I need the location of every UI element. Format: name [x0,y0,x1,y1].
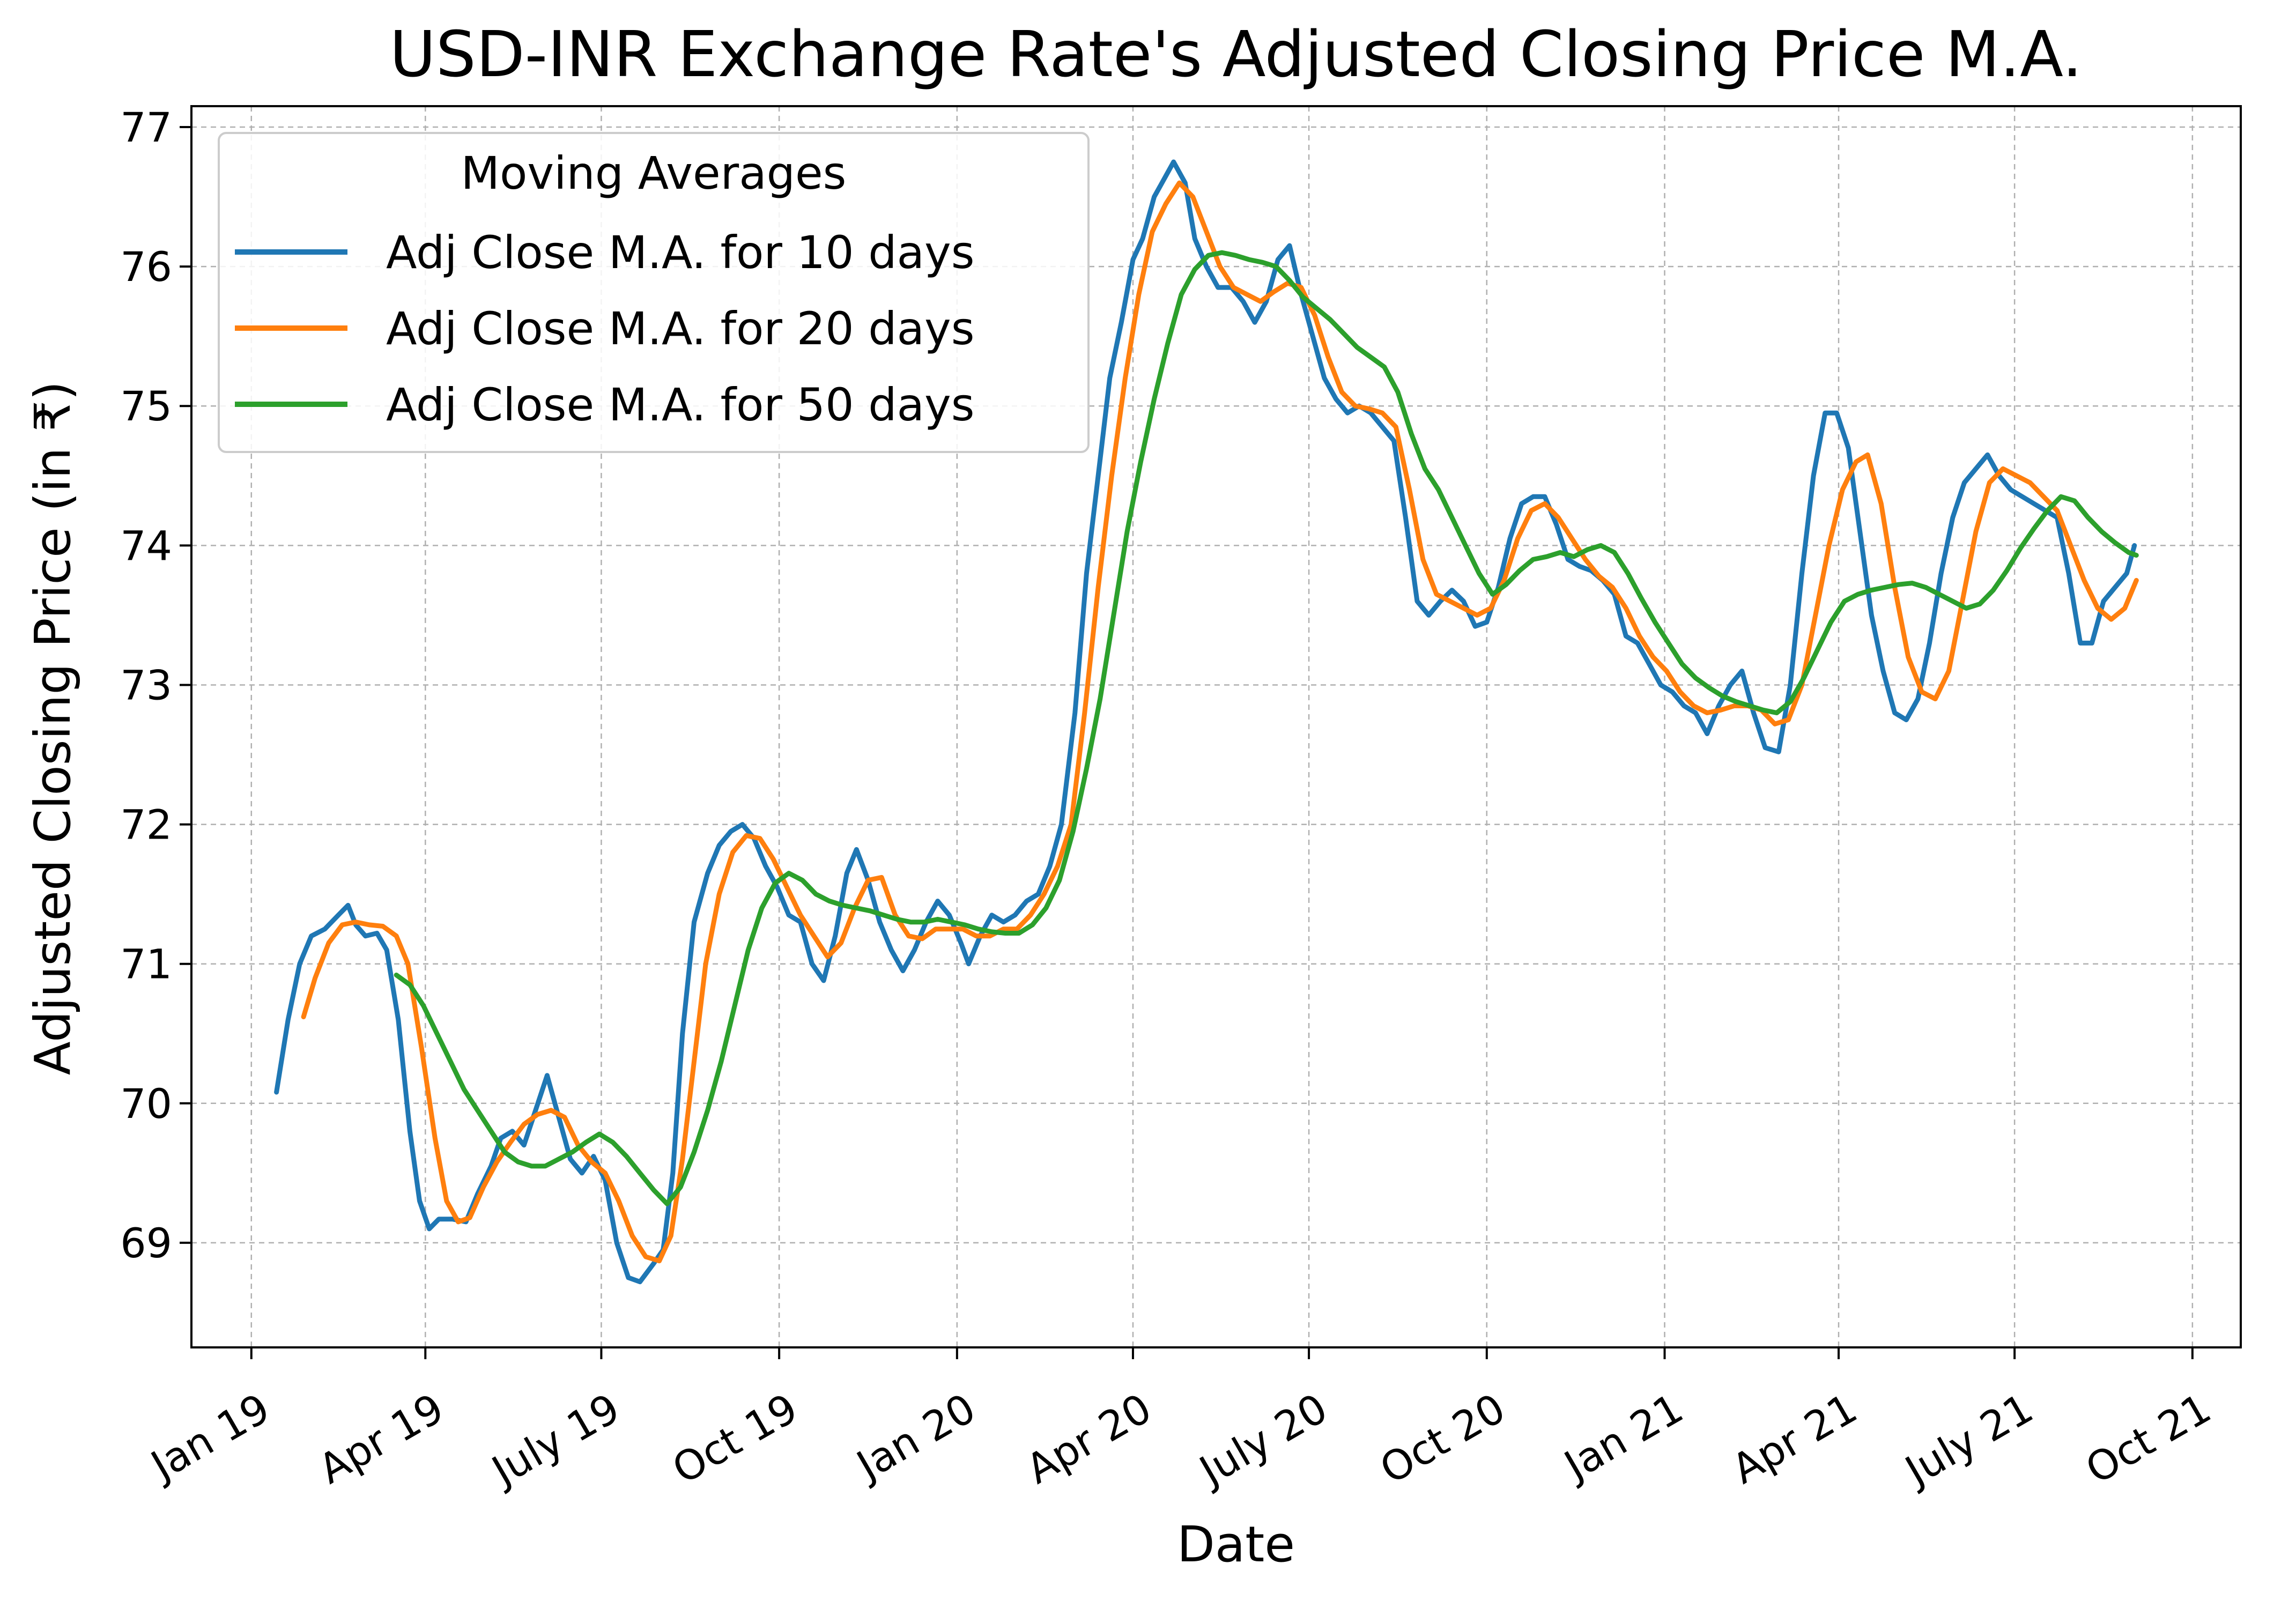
y-tick-label: 70 [120,1080,172,1128]
plot-area-frame [190,105,2242,1348]
legend: Moving Averages Adj Close M.A. for 10 da… [218,132,1090,453]
y-tick-label: 72 [120,801,172,849]
y-tick-label: 69 [120,1219,172,1267]
y-axis: 69 70 71 72 73 74 75 76 77 [120,103,191,1267]
series-line-3 [394,250,2139,1206]
y-tick-label: 73 [120,661,172,709]
legend-label-1: Adj Close M.A. for 10 days [386,226,975,279]
series-line-1 [274,159,2137,1285]
legend-title: Moving Averages [461,147,847,199]
legend-label-3: Adj Close M.A. for 50 days [386,379,975,431]
series-line-2 [301,180,2139,1264]
chart-title: USD-INR Exchange Rate's Adjusted Closing… [390,17,2083,91]
y-tick-label: 75 [120,382,172,430]
y-axis-label: Adjusted Closing Price (in ₹) [24,381,82,1075]
legend-label-2: Adj Close M.A. for 20 days [386,302,975,355]
series-layer [274,159,2139,1285]
legend-box [218,132,1090,453]
x-axis-label: Date [1177,1516,1295,1573]
y-tick-label: 71 [120,940,172,988]
y-tick-label: 77 [120,103,172,151]
y-tick-label: 76 [120,243,172,291]
y-tick-label: 74 [120,522,172,569]
legend-entries: Adj Close M.A. for 10 days Adj Close M.A.… [235,226,975,431]
